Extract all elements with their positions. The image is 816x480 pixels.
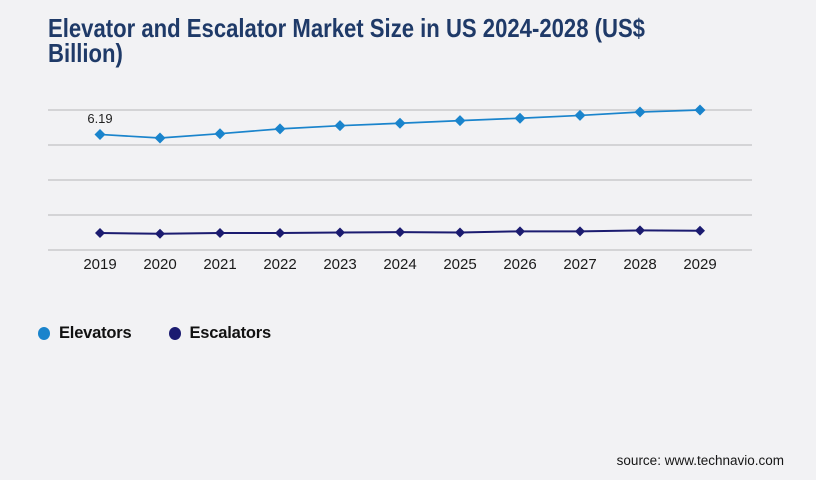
- x-tick-label: 2028: [623, 256, 657, 273]
- x-axis-tick-labels: 2019 2020 2021 2022 2023 2024 2025 2026 2027 2028…: [0, 256, 816, 276]
- elevators-point-marker: [274, 123, 286, 135]
- escalators-legend-dot-icon: [168, 327, 181, 340]
- elevators-point-marker: [154, 132, 166, 144]
- chart-title: Elevator and Escalator Market Size in US…: [48, 13, 645, 68]
- source-credit: source: www.technavio.com: [616, 453, 784, 468]
- legend-item-elevators: Elevators: [38, 324, 132, 343]
- escalators-point-marker: [335, 227, 345, 238]
- legend-item-escalators: Escalators: [168, 324, 272, 343]
- escalators-point-marker: [455, 227, 465, 238]
- escalators-point-marker: [635, 225, 645, 236]
- escalators-point-marker: [575, 226, 585, 237]
- elevators-point-marker: [454, 115, 466, 127]
- point-data-label: 6.19: [87, 111, 113, 127]
- chart-title-line2: Billion): [48, 38, 123, 68]
- elevators-point-marker: [394, 117, 406, 129]
- elevators-point-marker: [514, 112, 526, 124]
- legend-label-escalators: Escalators: [189, 324, 272, 342]
- escalators-point-marker: [395, 227, 405, 238]
- escalators-point-marker: [155, 228, 165, 239]
- x-tick-label: 2023: [323, 256, 357, 273]
- escalators-point-marker: [95, 228, 105, 239]
- x-tick-label: 2026: [503, 256, 537, 273]
- legend-label-elevators: Elevators: [59, 324, 132, 342]
- chart-title-line1: Elevator and Escalator Market Size in US…: [48, 13, 645, 43]
- elevators-point-marker: [694, 104, 706, 116]
- elevators-point-marker: [214, 128, 226, 140]
- x-tick-label: 2027: [563, 256, 597, 273]
- x-tick-label: 2029: [683, 256, 717, 273]
- x-tick-label: 2021: [203, 256, 237, 273]
- elevators-point-marker: [94, 128, 106, 140]
- elevators-legend-dot-icon: [38, 327, 50, 340]
- escalators-point-marker: [695, 225, 705, 236]
- elevators-point-marker: [574, 109, 586, 121]
- x-tick-label: 2019: [83, 256, 117, 273]
- x-tick-label: 2020: [143, 256, 177, 273]
- elevators-point-marker: [334, 120, 346, 132]
- escalators-point-marker: [515, 226, 525, 237]
- chart-legend: Elevators Escalators: [38, 324, 271, 343]
- escalators-point-marker: [215, 228, 225, 239]
- x-tick-label: 2022: [263, 256, 297, 273]
- elevators-point-marker: [634, 106, 646, 118]
- x-tick-label: 2025: [443, 256, 477, 273]
- escalators-point-marker: [275, 228, 285, 239]
- x-tick-label: 2024: [383, 256, 417, 273]
